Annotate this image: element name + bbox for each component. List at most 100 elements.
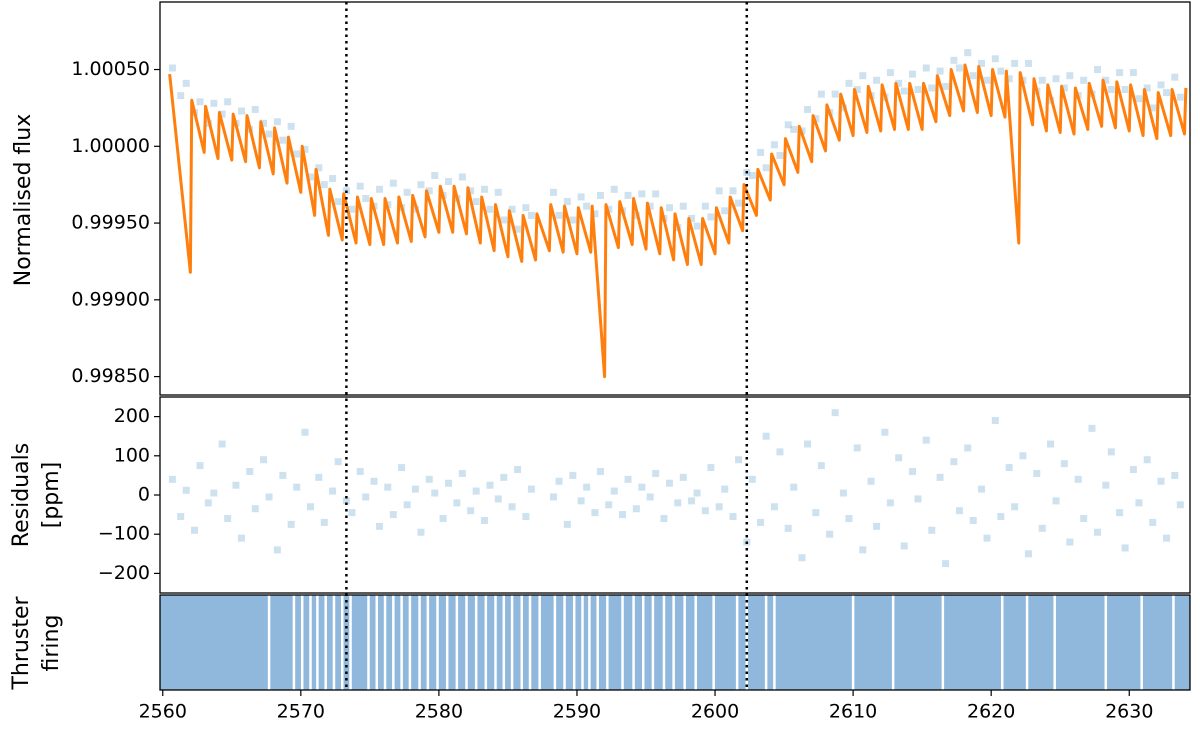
data-point — [908, 70, 916, 78]
data-point — [591, 210, 599, 218]
data-point — [1116, 69, 1124, 77]
y-tick-label: 0.99950 — [71, 212, 150, 234]
data-point — [1163, 534, 1171, 542]
data-point — [1005, 75, 1013, 83]
data-point — [1088, 424, 1096, 432]
data-point — [997, 513, 1005, 521]
data-point — [707, 213, 715, 221]
data-point — [494, 495, 502, 503]
data-point — [812, 509, 820, 517]
data-point — [1047, 440, 1055, 448]
data-point — [370, 477, 378, 485]
y-axis-label: [ppm] — [39, 462, 64, 529]
data-point — [260, 456, 268, 464]
data-point — [762, 432, 770, 440]
data-point — [403, 188, 411, 196]
data-point — [1038, 524, 1046, 532]
data-point — [439, 515, 447, 523]
data-point — [411, 485, 419, 493]
y-tick-label: −200 — [98, 562, 150, 584]
data-point — [1171, 73, 1179, 81]
data-point — [1093, 66, 1101, 74]
plot-area — [168, 409, 1184, 568]
x-tick-label: 2630 — [1105, 701, 1153, 723]
y-tick-label: 1.00000 — [71, 135, 150, 157]
data-point — [237, 534, 245, 542]
data-point — [458, 469, 466, 477]
data-point — [804, 440, 812, 448]
data-point — [237, 107, 245, 115]
data-point — [735, 456, 743, 464]
data-point — [177, 92, 185, 100]
data-point — [1157, 477, 1165, 485]
data-point — [638, 190, 646, 198]
data-point — [1171, 471, 1179, 479]
data-point — [950, 56, 958, 64]
data-point — [693, 222, 701, 230]
data-point — [591, 509, 599, 517]
data-point — [182, 486, 190, 494]
data-point — [922, 64, 930, 72]
y-axis-label: Thruster — [9, 596, 34, 691]
data-point — [500, 216, 508, 224]
y-axis-label: Normalised flux — [11, 114, 36, 287]
data-point — [356, 467, 364, 475]
data-point — [693, 489, 701, 497]
data-point — [293, 483, 301, 491]
data-point — [969, 516, 977, 524]
data-point — [757, 518, 765, 526]
y-tick-label: 0.99900 — [71, 288, 150, 310]
data-point — [472, 487, 480, 495]
data-point — [812, 115, 820, 123]
data-point — [1080, 515, 1088, 523]
data-point — [776, 152, 784, 160]
model-line — [168, 63, 1188, 379]
data-point — [867, 477, 875, 485]
data-point — [1060, 84, 1068, 92]
data-point — [204, 499, 212, 507]
data-point — [1005, 464, 1013, 472]
data-point — [522, 513, 530, 521]
data-point — [729, 513, 737, 521]
data-point — [1052, 75, 1060, 83]
data-point — [1143, 84, 1151, 92]
data-point — [715, 187, 723, 195]
data-point — [458, 173, 466, 181]
data-point — [964, 49, 972, 57]
data-point — [315, 473, 323, 481]
data-point — [445, 178, 453, 186]
data-point — [991, 55, 999, 63]
data-point — [425, 187, 433, 195]
data-point — [224, 515, 232, 523]
data-point — [831, 90, 839, 98]
data-point — [329, 175, 337, 183]
data-point — [964, 444, 972, 452]
data-point — [950, 458, 958, 466]
data-point — [1011, 503, 1019, 511]
data-point — [688, 214, 696, 222]
data-point — [853, 86, 861, 94]
axes-frame — [159, 1, 1191, 396]
data-point — [417, 181, 425, 189]
data-point — [514, 225, 522, 233]
data-point — [425, 475, 433, 483]
data-point — [1052, 497, 1060, 505]
data-point — [315, 164, 323, 172]
data-point — [1176, 501, 1184, 509]
data-point — [549, 493, 557, 501]
data-point — [1135, 95, 1143, 103]
data-point — [1163, 89, 1171, 97]
data-point — [619, 511, 627, 519]
data-point — [624, 475, 632, 483]
data-point — [928, 526, 936, 534]
data-point — [859, 546, 867, 554]
data-point — [196, 462, 204, 470]
data-point — [798, 554, 806, 562]
data-point — [356, 182, 364, 190]
data-point — [942, 82, 950, 90]
data-point — [936, 67, 944, 75]
data-point — [748, 171, 756, 179]
data-point — [978, 485, 986, 493]
data-point — [991, 417, 999, 425]
